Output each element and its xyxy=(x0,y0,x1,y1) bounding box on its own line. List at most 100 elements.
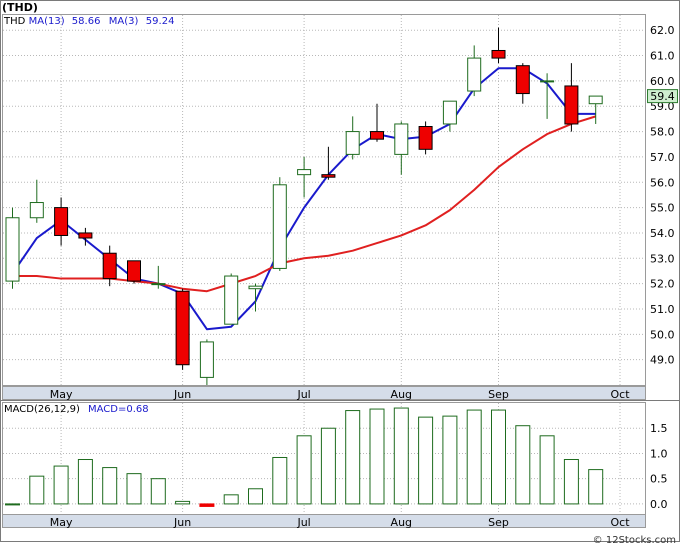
macd-bar xyxy=(126,473,142,505)
macd-month-label: Jul xyxy=(296,516,310,529)
candle-body xyxy=(5,217,20,282)
macd-bar xyxy=(563,459,579,505)
macd-bar xyxy=(296,435,312,505)
price-tick-label: 57.0 xyxy=(650,151,675,164)
macd-month-label: Sep xyxy=(488,516,509,529)
macd-month-label: Aug xyxy=(391,516,412,529)
last-price-tag: 59.4 xyxy=(647,89,678,104)
price-tick-label: 55.0 xyxy=(650,202,675,215)
candle-body xyxy=(248,285,263,290)
macd-tick-label: 1.0 xyxy=(650,447,668,460)
price-tick-label: 58.0 xyxy=(650,126,675,139)
price-tick-label: 51.0 xyxy=(650,303,675,316)
price-legend-item: 58.66 xyxy=(72,16,101,27)
candle-body xyxy=(224,275,239,325)
candle-body xyxy=(127,260,141,282)
price-tick-label: 49.0 xyxy=(650,354,675,367)
candle-body xyxy=(29,202,44,219)
price-legend-item: 59.24 xyxy=(146,16,175,27)
macd-legend-item: MACD(26,12,9) xyxy=(4,404,80,415)
macd-x-axis-band xyxy=(2,514,646,528)
candles xyxy=(5,27,603,385)
candle-body xyxy=(564,85,579,125)
price-tick-label: 54.0 xyxy=(650,227,675,240)
macd-bar xyxy=(320,427,336,505)
macd-bar xyxy=(491,409,506,505)
macd-bar xyxy=(199,503,215,507)
candle-body xyxy=(297,169,312,176)
macd-bar xyxy=(248,488,263,505)
price-legend-item: MA(13) xyxy=(29,16,65,27)
price-x-axis-band xyxy=(2,386,646,400)
candle-body xyxy=(272,184,287,269)
candle-body xyxy=(540,80,555,83)
price-tick-label: 52.0 xyxy=(650,278,675,291)
macd-bar xyxy=(175,500,191,505)
macd-bar xyxy=(77,459,93,505)
price-month-label: Jul xyxy=(296,388,310,401)
candle-body xyxy=(442,100,457,125)
macd-bar xyxy=(272,456,288,505)
candle-body xyxy=(491,49,506,59)
macd-bar xyxy=(515,425,531,505)
macd-bars xyxy=(5,407,604,507)
candle-body xyxy=(515,65,530,95)
candle-body xyxy=(175,290,190,366)
macd-tick-label: 1.5 xyxy=(650,422,668,435)
price-month-label: May xyxy=(50,388,73,401)
price-tick-label: 53.0 xyxy=(650,252,675,265)
watermark: © 12Stocks.com xyxy=(593,535,676,546)
price-month-label: Aug xyxy=(391,388,412,401)
macd-bar xyxy=(5,503,20,506)
macd-legend: MACD(26,12,9) MACD=0.68 xyxy=(4,404,149,415)
candle-body xyxy=(102,252,117,280)
price-tick-label: 59.0 xyxy=(650,100,675,113)
macd-month-label: May xyxy=(50,516,73,529)
candle-body xyxy=(345,131,360,155)
price-legend-item: THD xyxy=(3,16,26,27)
macd-bar xyxy=(223,494,239,505)
macd-bar xyxy=(150,478,166,505)
macd-bar xyxy=(588,469,604,505)
macd-bar xyxy=(29,475,45,505)
macd-month-label: Jun xyxy=(173,516,191,529)
price-tick-label: 56.0 xyxy=(650,176,675,189)
candle-body xyxy=(321,174,336,178)
price-legend-item: MA(3) xyxy=(109,16,139,27)
macd-legend-item: MACD=0.68 xyxy=(88,404,149,415)
price-y-axis: 49.0 50.0 51.0 52.0 53.0 54.0 55.0 56.0 57.0 58.0… xyxy=(650,24,675,366)
price-legend: THD MA(13) 58.66 MA(3) 59.24 xyxy=(3,16,174,27)
candle-body xyxy=(370,131,384,140)
candle-body xyxy=(78,232,93,239)
macd-bar xyxy=(539,435,555,505)
price-tick-label: 50.0 xyxy=(650,328,675,341)
macd-bar xyxy=(393,407,409,505)
macd-month-label: Oct xyxy=(610,516,630,529)
macd-bar xyxy=(442,415,458,505)
macd-bar xyxy=(466,409,482,505)
candle-body xyxy=(418,126,433,150)
macd-tick-label: 0.5 xyxy=(650,473,668,486)
candle-body xyxy=(151,283,166,286)
macd-bar xyxy=(53,465,69,505)
price-tick-label: 60.0 xyxy=(650,75,675,88)
chart-title: (THD) xyxy=(2,1,38,14)
candle-body xyxy=(199,341,214,378)
price-month-label: Oct xyxy=(610,388,630,401)
last-price-label: 59.4 xyxy=(650,90,675,103)
price-tick-label: 62.0 xyxy=(650,24,675,37)
macd-x-axis: May Jun Jul Aug Sep Oct xyxy=(50,516,630,529)
price-x-axis: May Jun Jul Aug Sep Oct xyxy=(50,388,630,401)
macd-bar xyxy=(345,410,361,505)
macd-bar xyxy=(369,408,385,505)
candle-body xyxy=(467,57,482,92)
price-month-label: Jun xyxy=(173,388,191,401)
macd-bar xyxy=(418,416,434,505)
candle-body xyxy=(588,95,603,105)
last-price-box xyxy=(647,89,678,104)
macd-y-axis: 0.0 0.5 1.0 1.5 xyxy=(650,422,668,511)
price-plot-area xyxy=(2,14,646,386)
price-tick-label: 61.0 xyxy=(650,50,675,63)
macd-bar xyxy=(102,467,118,505)
